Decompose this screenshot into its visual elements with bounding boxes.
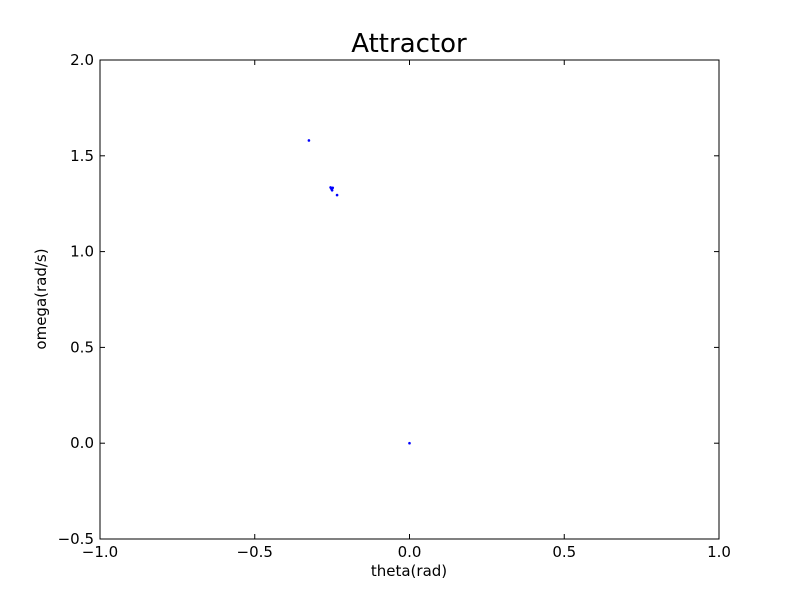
y-tick-label: 2.0 bbox=[70, 51, 94, 69]
y-axis-label: omega(rad/s) bbox=[32, 248, 50, 349]
data-point bbox=[335, 193, 339, 197]
x-tick-label: 1.0 bbox=[707, 543, 731, 561]
plot-area bbox=[100, 60, 719, 539]
y-tick-label: 1.5 bbox=[70, 147, 94, 165]
x-tick-label: −1.0 bbox=[82, 543, 118, 561]
x-tick-label: −0.5 bbox=[237, 543, 273, 561]
data-point bbox=[307, 139, 311, 142]
y-tick-label: 0.5 bbox=[70, 338, 94, 356]
data-point bbox=[330, 188, 334, 192]
data-points bbox=[307, 139, 411, 445]
plot-frame bbox=[99, 59, 720, 540]
data-point bbox=[408, 441, 411, 445]
x-tick-label: 0.0 bbox=[398, 543, 422, 561]
y-tick-label: 1.0 bbox=[70, 243, 94, 261]
y-tick-label: −0.5 bbox=[58, 530, 94, 548]
y-tick-labels: −0.5 0.0 0.5 1.0 1.5 2.0 bbox=[58, 51, 94, 548]
x-tick-labels: −1.0 −0.5 0.0 0.5 1.0 bbox=[82, 543, 731, 561]
x-tick-label: 0.5 bbox=[552, 543, 576, 561]
y-tick-label: 0.0 bbox=[70, 434, 94, 452]
data-point bbox=[331, 186, 335, 190]
x-axis-label: theta(rad) bbox=[371, 562, 447, 580]
chart-title: Attractor bbox=[351, 29, 467, 59]
